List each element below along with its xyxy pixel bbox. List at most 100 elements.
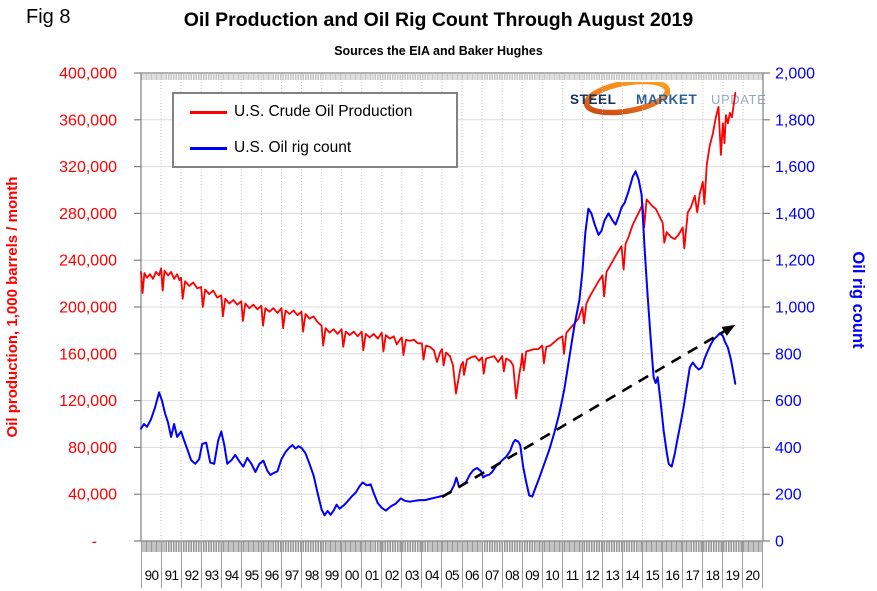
left-axis-tick-label: - [92,534,97,551]
x-axis-year-cell: 18 [701,541,722,588]
right-axis-tick-label: 600 [775,393,802,410]
left-axis-tick-label: 200,000 [59,300,117,317]
left-axis-tick-label: 320,000 [59,159,117,176]
x-axis-year-cell: 06 [461,541,482,588]
x-axis-year-label: 91 [164,567,179,583]
x-axis-year-label: 20 [745,567,760,583]
x-axis-top-minor-tick-band [141,74,763,80]
x-axis-year-cell: 02 [381,541,401,588]
right-axis-tick-label: 1,200 [775,253,815,270]
x-axis-year-label: 96 [264,567,279,583]
steel-market-update-logo: STEEL MARKET UPDATE [570,82,766,116]
chart-legend: U.S. Crude Oil Production U.S. Oil rig c… [172,92,458,168]
x-axis-year-label: 18 [705,567,720,583]
x-axis-year-cell: 14 [621,541,642,588]
x-axis-year-label: 12 [585,567,600,583]
x-axis-year-cell: 00 [341,541,361,588]
x-axis-year-cell: 94 [221,541,241,588]
x-axis-year-label: 99 [324,567,339,583]
x-axis-year-label: 09 [525,567,540,583]
x-axis-year-label: 95 [244,567,259,583]
x-axis-year-cell: 91 [161,541,181,588]
left-axis-tick-label: 360,000 [59,112,117,129]
right-axis-tick-label: 400 [775,440,802,457]
left-axis-tick-label: 40,000 [68,487,117,504]
left-axis-tick-label: 240,000 [59,253,117,270]
x-axis-year-label: 14 [625,567,640,583]
x-axis-year-label: 01 [364,567,379,583]
x-axis-year-cell: 96 [261,541,281,588]
x-axis-year-label: 02 [384,567,399,583]
rig-count-line-swatch-icon [190,146,227,150]
x-axis-year-label: 00 [344,567,359,583]
right-axis-tick-label: 1,800 [775,112,815,129]
x-axis-year-label: 19 [725,567,740,583]
logo-word-update: UPDATE [711,92,766,107]
x-axis-year-row: 90 91 92 93 94 95 96 97 98 99 00 01 02 03 04 05 06 07 08 09… [141,541,763,588]
x-axis-year-cell: 12 [581,541,602,588]
x-axis-year-label: 94 [224,567,239,583]
x-axis-year-cell: 09 [521,541,542,588]
right-axis-tick-label: 200 [775,487,802,504]
right-axis-title: Oil rig count [849,251,867,349]
x-axis-year-label: 90 [144,567,159,583]
left-axis-tick-label: 400,000 [59,66,117,83]
right-axis-tick-label: 1,400 [775,206,815,223]
x-axis-year-cell: 92 [181,541,201,588]
x-axis-year-cell: 15 [641,541,662,588]
chart-title: Oil Production and Oil Rig Count Through… [183,9,694,31]
left-axis-tick-label: 80,000 [68,440,117,457]
x-axis-year-cell: 99 [321,541,341,588]
legend-item-rig-count: U.S. Oil rig count [174,139,456,157]
x-axis-year-label: 05 [445,567,459,583]
logo-word-steel: STEEL [570,92,617,107]
x-axis-year-cell: 17 [681,541,702,588]
x-axis-year-cell: 08 [501,541,522,588]
x-axis-year-label: 03 [405,567,419,583]
x-axis-year-cell: 95 [241,541,261,588]
left-axis-tick-label: 280,000 [59,206,117,223]
x-axis-year-cell: 98 [301,541,321,588]
right-axis-tick-label: 800 [775,346,802,363]
left-axis-tick-label: 160,000 [59,346,117,363]
x-axis-year-label: 17 [685,567,700,583]
legend-label-production: U.S. Crude Oil Production [234,103,413,120]
x-axis-year-cell: 90 [141,541,161,588]
x-axis-year-cell: 13 [601,541,622,588]
x-axis-minor-tick-band [141,541,763,552]
left-axis-title: Oil production, 1,000 barrels / month [4,177,21,438]
x-axis-year-cell: 93 [201,541,221,588]
x-axis-year-cell: 03 [401,541,421,588]
x-axis-year-cell: 10 [541,541,562,588]
right-axis-tick-label: 1,600 [775,159,815,176]
x-axis-year-cell: 19 [721,541,742,588]
x-axis-year-cell: 07 [481,541,502,588]
x-axis-year-label: 10 [545,567,560,583]
legend-item-production: U.S. Crude Oil Production [174,103,456,121]
production-line-swatch-icon [190,110,227,114]
x-axis-year-cell: 20 [741,541,763,588]
x-axis-year-label: 92 [184,567,199,583]
chart-subtitle: Sources the EIA and Baker Hughes [334,44,543,58]
x-axis-year-label: 97 [284,567,299,583]
x-axis-year-cell: 16 [661,541,682,588]
x-axis-year-label: 13 [605,567,620,583]
figure-number-label: Fig 8 [26,6,71,28]
left-axis-tick-label: 120,000 [59,393,117,410]
x-axis-year-cell: 05 [441,541,461,588]
x-axis-year-label: 93 [204,567,219,583]
x-axis-year-label: 16 [665,567,680,583]
trend-arrow [441,325,733,499]
x-axis-year-label: 98 [304,567,319,583]
right-axis-tick-label: 2,000 [775,66,815,83]
x-axis-year-label: 11 [565,567,579,583]
x-axis-year-label: 15 [645,567,660,583]
x-axis-year-label: 06 [465,567,479,583]
legend-label-rig-count: U.S. Oil rig count [234,139,352,156]
x-axis-year-label: 07 [485,567,499,583]
right-axis-tick-label: 1,000 [775,300,815,317]
x-axis-year-cell: 01 [361,541,381,588]
x-axis-year-cell: 97 [281,541,301,588]
right-axis-tick-label: 0 [775,534,784,551]
